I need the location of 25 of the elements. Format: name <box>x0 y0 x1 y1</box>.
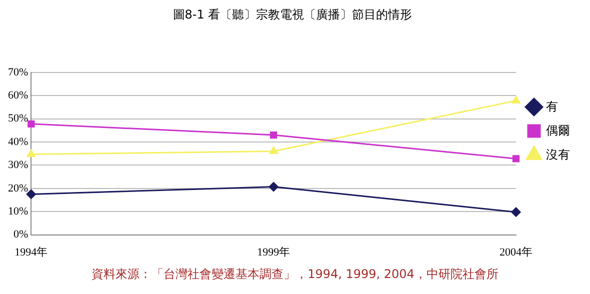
y-tick-label: 70% <box>8 66 28 78</box>
chart-title: 圖8-1 看〔聽〕宗教電視〔廣播〕節目的情形 <box>172 7 412 22</box>
point <box>512 96 520 104</box>
point <box>270 131 278 139</box>
y-tick-label: 40% <box>8 136 28 148</box>
point <box>512 155 520 162</box>
point <box>28 120 35 128</box>
legend-label: 沒有 <box>546 147 570 162</box>
y-tick-label: 0% <box>13 228 28 241</box>
legend-label: 有 <box>546 99 558 114</box>
point <box>26 189 36 199</box>
y-tick-label: 10% <box>8 205 28 218</box>
x-tick-label: 2004年 <box>500 246 532 258</box>
x-tick-label: 1994年 <box>14 246 48 258</box>
x-tick-label: 1999年 <box>257 246 290 258</box>
y-tick-label: 50% <box>8 112 28 125</box>
y-tick-label: 20% <box>8 182 28 194</box>
y-tick-label: 30% <box>8 159 28 172</box>
y-tick-label: 60% <box>8 89 28 102</box>
source-note: 資料來源：「台灣社會變遷基本調查」，1994, 1999, 2004，中研院社會所 <box>90 266 500 283</box>
point <box>269 146 278 154</box>
point <box>26 150 36 158</box>
legend-label: 偶爾 <box>546 123 570 138</box>
point <box>268 182 278 192</box>
point <box>511 207 521 217</box>
